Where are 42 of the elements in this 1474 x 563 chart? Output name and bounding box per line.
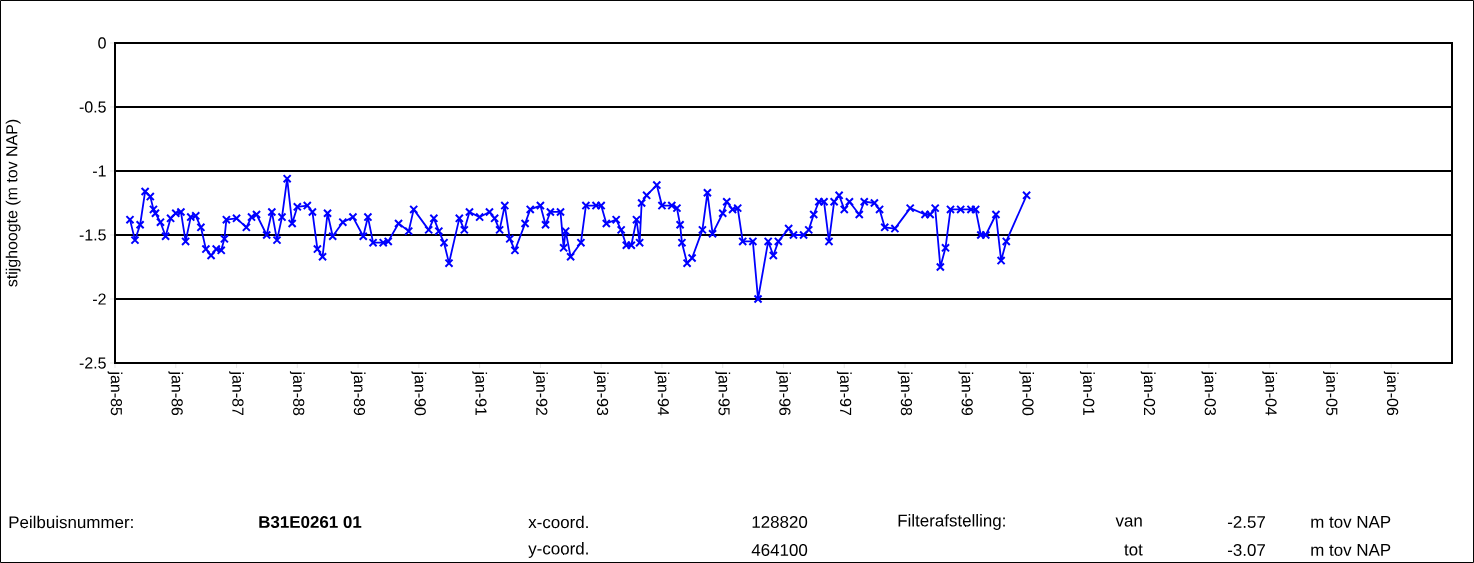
text: B31E0261 01 — [259, 515, 362, 528]
text: 128820 — [752, 516, 808, 528]
x-tick-label: jan-99 — [958, 371, 974, 416]
text: -2.57 — [1227, 516, 1265, 528]
text: Filterafstelling: — [898, 514, 1005, 530]
text: Peilbuisnummer: — [9, 515, 133, 529]
x-tick-label: jan-00 — [1019, 371, 1035, 416]
x-tick-label: jan-03 — [1201, 371, 1217, 416]
x-tick-label: jan-05 — [1323, 371, 1338, 416]
y-tick-label: -2 — [93, 293, 106, 305]
y-tick-label: -1 — [93, 165, 106, 177]
text: m tov NAP — [1311, 544, 1391, 556]
x-tick-label: jan-91 — [472, 371, 488, 416]
text: -3.07 — [1227, 544, 1265, 556]
x-tick-label: jan-94 — [654, 371, 670, 416]
x-tick-label: jan-06 — [1383, 371, 1399, 416]
text: m tov NAP — [1311, 516, 1391, 528]
x-tick-label: jan-96 — [776, 371, 791, 416]
y-tick-label: -0.5 — [79, 101, 106, 113]
text: 464100 — [751, 544, 808, 556]
x-tick-label: jan-86 — [168, 371, 184, 416]
x-tick-label: jan-87 — [229, 371, 244, 416]
x-tick-label: jan-89 — [350, 371, 366, 416]
x-tick-label: jan-93 — [593, 371, 609, 416]
x-tick-label: jan-97 — [836, 371, 852, 416]
x-tick-label: jan-88 — [289, 371, 305, 416]
x-tick-label: jan-02 — [1140, 371, 1156, 416]
text: van — [1115, 517, 1142, 527]
x-tick-label: jan-01 — [1079, 371, 1095, 416]
x-tick-label: jan-95 — [715, 371, 731, 416]
y-tick-label: -1.5 — [79, 229, 106, 241]
text: y-coord. — [528, 542, 588, 558]
x-tick-label: jan-98 — [897, 371, 913, 416]
y-tick-label: -2.5 — [79, 357, 106, 369]
x-tick-label: jan-04 — [1262, 371, 1278, 416]
x-tick-label: jan-90 — [411, 371, 427, 416]
y-axis-title: stijghoogte (m tov NAP) — [5, 119, 21, 287]
text: x-coord. — [528, 515, 588, 529]
y-tick-label: 0 — [98, 37, 106, 49]
x-tick-label: jan-92 — [532, 371, 548, 416]
text: tot — [1124, 544, 1143, 556]
x-tick-label: jan-85 — [107, 371, 123, 416]
